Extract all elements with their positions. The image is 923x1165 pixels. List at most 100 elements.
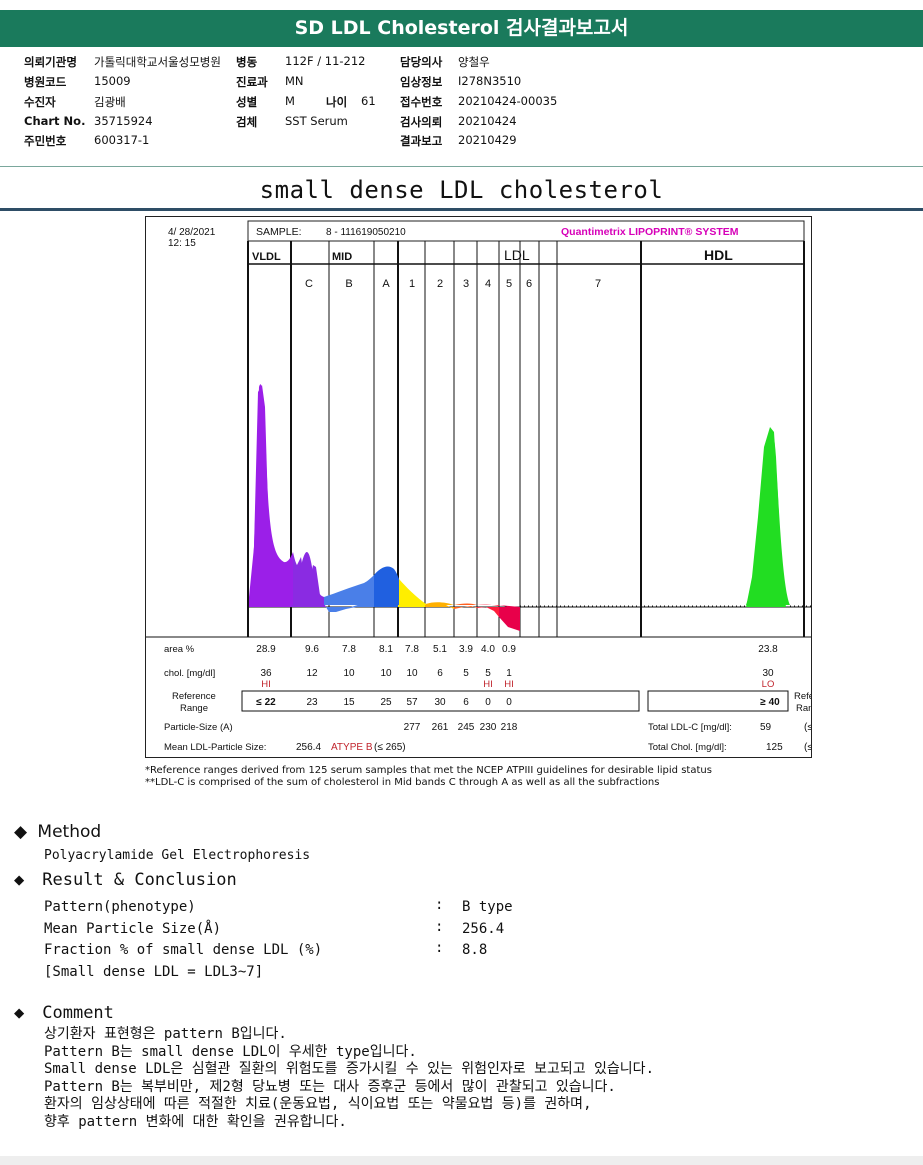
label-hospital-code: 병원코드 xyxy=(24,75,67,89)
area-3: 3.9 xyxy=(459,644,473,655)
area-5: 0.9 xyxy=(502,644,516,655)
band-label-7: 7 xyxy=(595,278,601,290)
row-label-ref-right-1: Reference xyxy=(794,691,811,702)
comment-line: 향후 pattern 변화에 대한 확인을 권유합니다. xyxy=(44,1113,347,1130)
scan-time: 12: 15 xyxy=(168,238,196,249)
size-1: 277 xyxy=(404,722,421,733)
footnote-reference: *Reference ranges derived from 125 serum… xyxy=(145,765,712,776)
footnote-ldlc: **LDL-C is comprised of the sum of chole… xyxy=(145,777,660,788)
band-label-1: 1 xyxy=(409,278,415,290)
label-specimen: 검체 xyxy=(236,115,258,129)
label-age: 나이 xyxy=(326,95,348,109)
label-report-date: 결과보고 xyxy=(400,134,443,148)
method-heading: ◆ Method xyxy=(14,822,101,842)
result-label-fraction: Fraction % of small dense LDL (%) xyxy=(44,942,323,958)
peak-ldl1-main xyxy=(399,579,426,605)
value-institution: 가톨릭대학교서울성모병원 xyxy=(94,55,221,69)
value-sex: M xyxy=(285,94,295,108)
size-5: 218 xyxy=(501,722,518,733)
comment-line: 환자의 임상상태에 따른 적절한 치료(운동요법, 식이요법 또는 약물요법 등… xyxy=(44,1096,592,1112)
ref-1: 57 xyxy=(406,697,418,708)
chol-2: 6 xyxy=(437,668,443,679)
label-request-date: 검사의뢰 xyxy=(400,115,443,129)
comment-heading-text: Comment xyxy=(42,1003,114,1023)
result-note: [Small dense LDL = LDL3~7] xyxy=(44,964,264,980)
diamond-bullet-icon: ◆ xyxy=(14,870,25,890)
result-value-size: 256.4 xyxy=(462,921,505,937)
chol-A: 10 xyxy=(380,668,392,679)
row-label-ref-1: Reference xyxy=(172,691,216,702)
row-label-ref-2: Range xyxy=(180,703,208,714)
bottom-bar xyxy=(0,1156,923,1165)
area-2: 5.1 xyxy=(433,644,447,655)
value-department: MN xyxy=(285,74,304,88)
value-clinical-info: I278N3510 xyxy=(458,74,522,88)
peak-mid-c-main xyxy=(293,551,326,605)
total-chol-value: 125 xyxy=(766,742,783,753)
label-clinical-info: 임상정보 xyxy=(400,75,443,89)
peak-ldl4-main xyxy=(477,604,499,606)
band-label-6: 6 xyxy=(526,278,532,290)
result-colon: : xyxy=(435,897,444,913)
comment-line: Small dense LDL은 심혈관 질환의 위험도를 증가시킬 수 있는 … xyxy=(44,1061,654,1077)
band-label-5: 5 xyxy=(506,278,512,290)
row-label-mean: Mean LDL-Particle Size: xyxy=(164,742,266,753)
total-ldl-value: 59 xyxy=(760,722,772,733)
value-patient: 김광배 xyxy=(94,95,126,109)
ref-2: 30 xyxy=(434,697,446,708)
area-B: 7.8 xyxy=(342,644,356,655)
method-heading-text: Method xyxy=(37,822,102,842)
comment-line: 상기환자 표현형은 pattern B입니다. xyxy=(44,1026,287,1042)
value-resident-no: 600317-1 xyxy=(94,133,150,147)
row-label-area: area % xyxy=(164,644,195,655)
chol-HDL: 30 xyxy=(762,668,774,679)
peak-mid-a-main xyxy=(374,566,399,605)
sample-id: 8 - 111619050210 xyxy=(326,227,406,238)
sample-box xyxy=(247,220,805,242)
ref-3: 6 xyxy=(463,697,469,708)
band-label-4: 4 xyxy=(485,278,491,290)
row-label-chol: chol. [mg/dl] xyxy=(164,668,215,679)
ref-5: 0 xyxy=(506,697,512,708)
value-request-date: 20210424 xyxy=(458,114,517,128)
comment-line: Pattern B는 복부비만, 제2형 당뇨병 또는 대사 증후군 등에서 많… xyxy=(44,1078,616,1095)
chol-C: 12 xyxy=(306,668,318,679)
area-HDL: 23.8 xyxy=(758,644,778,655)
result-heading: ◆ Result & Conclusion xyxy=(14,870,237,890)
band-label-B: B xyxy=(345,278,352,290)
value-report-date: 20210429 xyxy=(458,133,517,147)
divider xyxy=(0,166,923,167)
chol-3: 5 xyxy=(463,668,469,679)
ref-HDL: ≥ 40 xyxy=(760,697,780,708)
label-sex: 성별 xyxy=(236,95,258,109)
comment-line: Pattern B는 small dense LDL이 우세한 type입니다. xyxy=(44,1043,417,1060)
area-1: 7.8 xyxy=(405,644,419,655)
reference-box-left xyxy=(241,690,640,712)
chol-1: 10 xyxy=(406,668,418,679)
report-banner: SD LDL Cholesterol 검사결과보고서 xyxy=(0,10,923,47)
flag-5: HI xyxy=(504,679,514,690)
label-doctor: 담당의사 xyxy=(400,55,443,69)
flag-VLDL: HI xyxy=(261,679,271,690)
label-ward: 병동 xyxy=(236,55,258,69)
ref-B: 15 xyxy=(343,697,355,708)
ref-A: 25 xyxy=(380,697,392,708)
band-label-C: C xyxy=(305,278,313,290)
peak-mid-b-main xyxy=(324,575,374,605)
total-ldl-ref: (≤ 130) xyxy=(804,722,811,733)
chol-VLDL: 36 xyxy=(260,668,272,679)
ref-VLDL: ≤ 22 xyxy=(256,697,276,708)
peak-ldl3-main xyxy=(454,603,477,605)
result-colon: : xyxy=(435,940,444,956)
band-label-A: A xyxy=(382,278,390,290)
value-doctor: 양철우 xyxy=(458,55,490,69)
divider-thick xyxy=(0,208,923,211)
total-chol-ref: (≤ 200) xyxy=(804,742,811,753)
group-label-hdl: HDL xyxy=(704,247,733,263)
peak-ldl5 xyxy=(499,607,520,631)
size-4: 230 xyxy=(480,722,497,733)
area-4: 4.0 xyxy=(481,644,495,655)
reference-box-right xyxy=(647,690,789,712)
ref-4: 0 xyxy=(485,697,491,708)
chol-B: 10 xyxy=(343,668,355,679)
